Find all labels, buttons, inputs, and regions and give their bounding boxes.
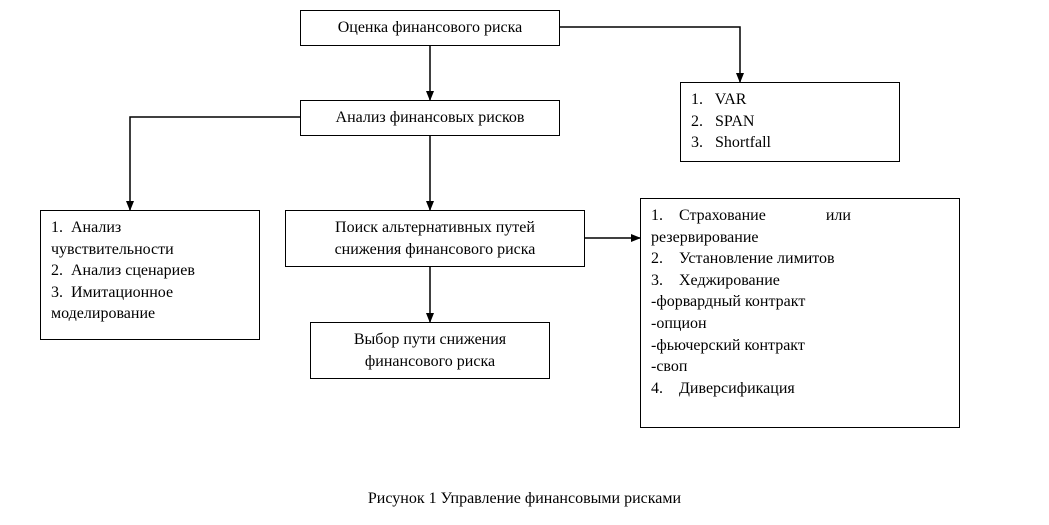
node-line: -форвардный контракт	[651, 291, 949, 313]
node-line: снижения финансового риска	[296, 239, 574, 261]
node-line: 1. Страхование или	[651, 205, 949, 227]
edge	[560, 27, 740, 82]
node-choose-path: Выбор пути снижения финансового риска	[310, 322, 550, 379]
node-line: чувствительности	[51, 239, 249, 261]
node-var-span-shortfall: 1. VAR 2. SPAN 3. Shortfall	[680, 82, 900, 162]
node-line: 2. SPAN	[691, 111, 889, 133]
node-line: 3. Имитационное	[51, 282, 249, 304]
node-line: финансового риска	[321, 351, 539, 373]
node-line: -своп	[651, 356, 949, 378]
node-line: 3. Хеджирование	[651, 270, 949, 292]
node-text: Оценка финансового риска	[338, 19, 523, 36]
node-line: 4. Диверсификация	[651, 378, 949, 400]
node-line: -опцион	[651, 313, 949, 335]
node-line: 2. Установление лимитов	[651, 248, 949, 270]
figure-caption: Рисунок 1 Управление финансовыми рисками	[0, 490, 1049, 508]
node-line: резервирование	[651, 227, 949, 249]
node-analysis: Анализ финансовых рисков	[300, 100, 560, 136]
node-sensitivity-analysis: 1. Анализ чувствительности 2. Анализ сце…	[40, 210, 260, 340]
flowchart-canvas: { "diagram": { "type": "flowchart", "bac…	[0, 0, 1049, 525]
node-insurance-hedging: 1. Страхование или резервирование 2. Уст…	[640, 198, 960, 428]
caption-text: Рисунок 1 Управление финансовыми рисками	[368, 490, 681, 507]
edge	[130, 117, 300, 210]
node-search-alternatives: Поиск альтернативных путей снижения фина…	[285, 210, 585, 267]
node-line: Выбор пути снижения	[321, 329, 539, 351]
node-line: 2. Анализ сценариев	[51, 260, 249, 282]
node-line: 1. Анализ	[51, 217, 249, 239]
node-line: моделирование	[51, 303, 249, 325]
node-line: Поиск альтернативных путей	[296, 217, 574, 239]
node-line: 1. VAR	[691, 89, 889, 111]
node-assessment: Оценка финансового риска	[300, 10, 560, 46]
node-text: Анализ финансовых рисков	[336, 109, 525, 126]
node-line: -фьючерский контракт	[651, 335, 949, 357]
node-line: 3. Shortfall	[691, 132, 889, 154]
